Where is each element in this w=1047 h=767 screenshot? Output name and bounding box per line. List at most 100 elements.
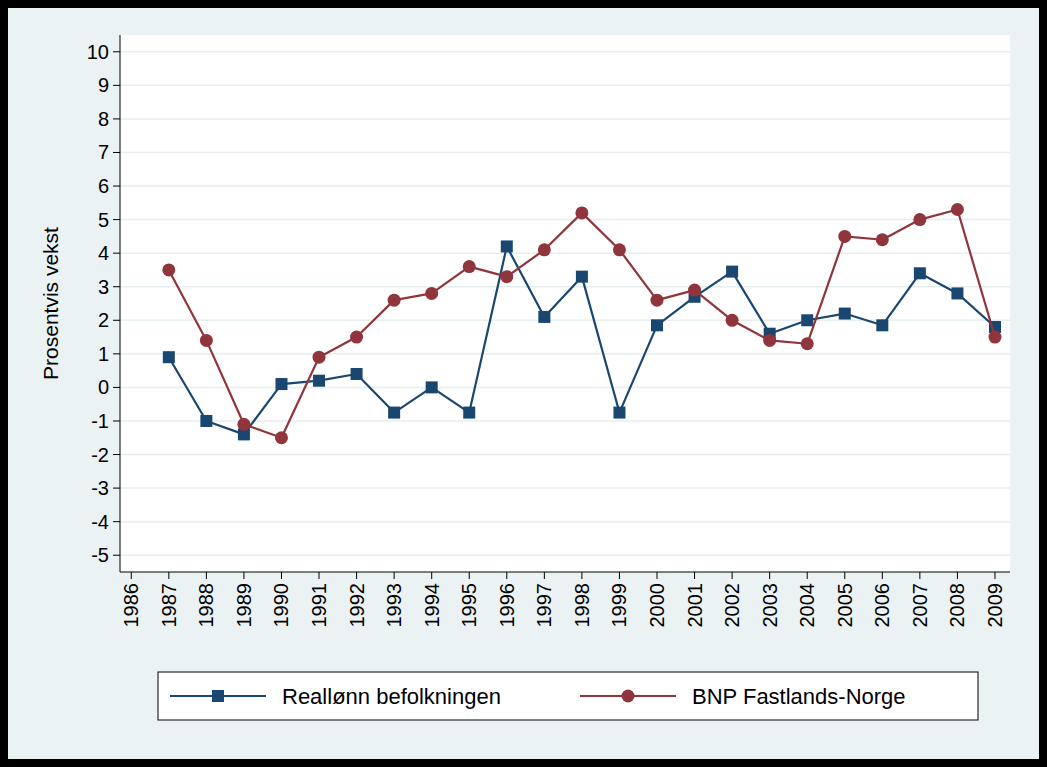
series-marker <box>163 351 175 363</box>
x-tick <box>356 572 357 579</box>
series-marker <box>726 314 739 327</box>
series-marker <box>426 381 438 393</box>
series-marker <box>538 243 551 256</box>
x-tick <box>281 572 282 579</box>
x-tick-label: 1990 <box>270 583 292 628</box>
x-tick-label: 1986 <box>120 583 142 628</box>
series-marker <box>425 287 438 300</box>
y-grid-line <box>120 454 1010 456</box>
y-tick-label: 3 <box>98 276 109 298</box>
y-tick-label: 2 <box>98 309 109 331</box>
series-marker <box>688 284 701 297</box>
y-grid-line <box>120 152 1010 154</box>
x-tick-label: 2003 <box>759 583 781 628</box>
x-tick-label: 1996 <box>496 583 518 628</box>
y-tick-label: 8 <box>98 108 109 130</box>
x-tick-label: 2001 <box>684 583 706 628</box>
x-tick <box>919 572 920 579</box>
y-tick <box>113 521 120 522</box>
outer-frame <box>0 0 1047 767</box>
x-tick <box>769 572 770 579</box>
series-line <box>169 246 995 434</box>
series-marker <box>388 294 401 307</box>
x-tick-label: 2000 <box>646 583 668 628</box>
x-tick-label: 2002 <box>721 583 743 628</box>
x-tick <box>882 572 883 579</box>
series-marker <box>538 311 550 323</box>
y-tick-label: -1 <box>91 410 109 432</box>
y-grid-line <box>120 85 1010 87</box>
y-tick <box>113 555 120 556</box>
y-tick-label: 0 <box>98 376 109 398</box>
series-marker <box>200 334 213 347</box>
x-tick <box>506 572 507 579</box>
x-tick-label: 1992 <box>346 583 368 628</box>
legend-label: Reallønn befolkningen <box>282 684 501 709</box>
series-marker <box>313 351 326 364</box>
x-tick <box>469 572 470 579</box>
y-grid-line <box>120 387 1010 389</box>
x-axis-line <box>120 572 1010 573</box>
y-tick <box>113 286 120 287</box>
y-grid-line <box>120 521 1010 523</box>
y-grid-line <box>120 219 1010 221</box>
y-tick-label: 9 <box>98 74 109 96</box>
series-line <box>169 210 995 438</box>
x-tick <box>657 572 658 579</box>
x-tick-label: 1998 <box>571 583 593 628</box>
x-tick-label: 2009 <box>984 583 1006 628</box>
series-marker <box>913 213 926 226</box>
y-tick-label: 5 <box>98 209 109 231</box>
series-marker <box>463 407 475 419</box>
series-marker <box>801 314 813 326</box>
y-tick <box>113 387 120 388</box>
x-tick <box>394 572 395 579</box>
y-tick-label: 10 <box>87 41 109 63</box>
series-marker <box>275 378 287 390</box>
y-grid-line <box>120 487 1010 489</box>
y-grid-line <box>120 286 1010 288</box>
y-tick <box>113 420 120 421</box>
x-tick <box>994 572 995 579</box>
plot-marks <box>162 203 1001 444</box>
x-tick-label: 1989 <box>233 583 255 628</box>
series-marker <box>463 260 476 273</box>
y-tick <box>113 488 120 489</box>
y-grid-line <box>120 185 1010 187</box>
y-axis-line <box>120 35 121 572</box>
series-marker <box>651 319 663 331</box>
y-tick <box>113 320 120 321</box>
series-marker <box>350 331 363 344</box>
series-marker <box>951 287 963 299</box>
x-tick <box>431 572 432 579</box>
y-tick <box>113 253 120 254</box>
series-marker <box>801 337 814 350</box>
x-tick <box>732 572 733 579</box>
x-tick-label: 1994 <box>421 583 443 628</box>
series-marker <box>951 203 964 216</box>
x-tick-label: 1997 <box>533 583 555 628</box>
series-marker <box>763 334 776 347</box>
x-tick <box>131 572 132 579</box>
series-marker <box>876 233 889 246</box>
x-tick-label: 2008 <box>946 583 968 628</box>
x-tick <box>694 572 695 579</box>
x-tick-label: 2004 <box>796 583 818 628</box>
legend-label: BNP Fastlands-Norge <box>692 684 906 709</box>
series-marker <box>576 271 588 283</box>
y-tick-label: -3 <box>91 477 109 499</box>
y-tick <box>113 186 120 187</box>
y-grid-line <box>120 252 1010 254</box>
series-marker <box>726 266 738 278</box>
x-tick-label: 1987 <box>158 583 180 628</box>
x-tick <box>544 572 545 579</box>
series-marker <box>575 206 588 219</box>
x-tick <box>619 572 620 579</box>
y-tick <box>113 353 120 354</box>
x-tick-label: 2005 <box>834 583 856 628</box>
series-marker <box>876 319 888 331</box>
y-tick-label: -5 <box>91 544 109 566</box>
series-marker <box>200 415 212 427</box>
x-tick <box>168 572 169 579</box>
x-tick-label: 1991 <box>308 583 330 628</box>
